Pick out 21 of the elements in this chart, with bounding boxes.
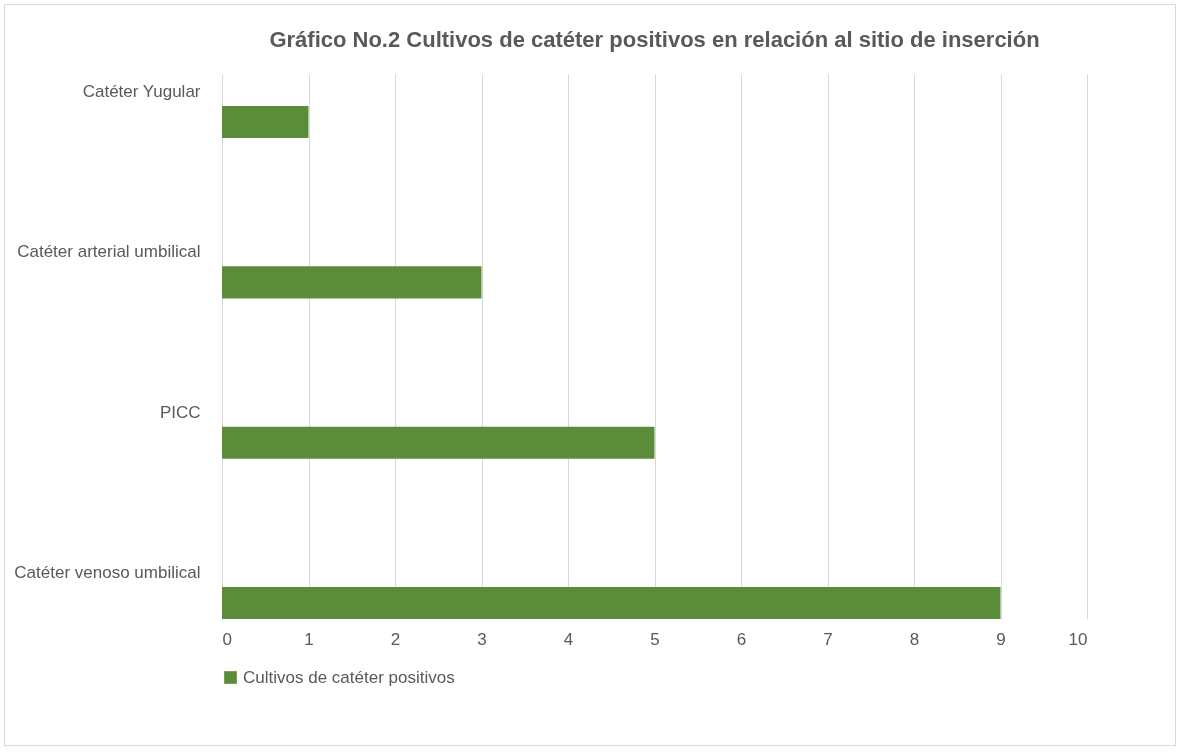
x-tick-label: 7 <box>823 629 833 649</box>
x-tick-label: 5 <box>650 629 660 649</box>
x-tick-label: 1 <box>304 629 314 649</box>
x-tick-label: 10 <box>1068 629 1088 649</box>
y-tick-label: PICC <box>159 402 201 422</box>
chart-title: Gráfico No.2 Cultivos de catéter positivos en relación al sitio de inserción <box>269 27 1040 52</box>
x-tick-label: 4 <box>563 629 574 649</box>
bar <box>222 586 1001 619</box>
x-tick-label: 8 <box>909 629 920 649</box>
legend-label: Cultivos de catéter positivos <box>243 667 455 687</box>
bar <box>222 426 655 459</box>
bar <box>222 266 482 299</box>
x-tick-label: 0 <box>222 629 232 649</box>
x-tick-label: 6 <box>736 629 747 649</box>
x-tick-label: 2 <box>390 629 401 649</box>
bar <box>222 106 309 139</box>
y-tick-label: Catéter venoso umbilical <box>14 562 201 582</box>
y-tick-label: Catéter Yugular <box>82 82 201 102</box>
x-tick-label: 3 <box>477 629 487 649</box>
y-tick-label: Catéter arterial umbilical <box>17 242 201 262</box>
x-tick-label: 9 <box>996 629 1006 649</box>
